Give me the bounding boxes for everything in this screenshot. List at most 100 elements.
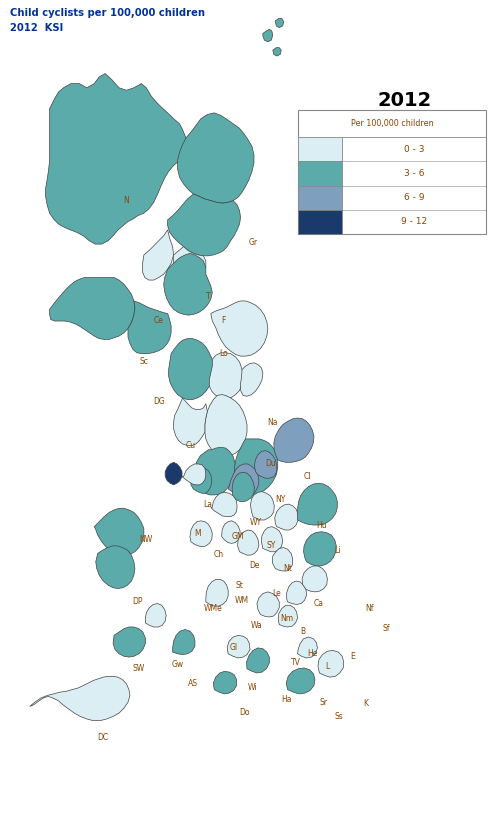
Polygon shape — [286, 668, 315, 694]
Text: Do: Do — [239, 708, 249, 716]
Text: Sc: Sc — [139, 358, 148, 366]
Polygon shape — [206, 579, 228, 606]
Text: Per 100,000 children: Per 100,000 children — [351, 120, 433, 128]
Polygon shape — [250, 492, 274, 520]
Text: 6 - 9: 6 - 9 — [404, 193, 425, 202]
Text: TV: TV — [291, 658, 301, 666]
Polygon shape — [304, 532, 336, 566]
Text: Ch: Ch — [213, 550, 223, 558]
Text: Wa: Wa — [250, 621, 262, 630]
Text: SW: SW — [133, 665, 145, 673]
Text: K: K — [364, 700, 369, 708]
Polygon shape — [235, 439, 278, 495]
Polygon shape — [263, 29, 273, 42]
Text: Gr: Gr — [248, 238, 257, 247]
Text: He: He — [308, 650, 317, 658]
Text: WMe: WMe — [204, 604, 223, 613]
Polygon shape — [168, 194, 241, 256]
Text: Nf: Nf — [365, 604, 374, 613]
Polygon shape — [272, 548, 293, 571]
Text: 9 - 12: 9 - 12 — [401, 217, 427, 227]
Text: WY: WY — [249, 518, 261, 527]
Bar — [298, 186, 342, 210]
Text: L: L — [325, 662, 329, 670]
Polygon shape — [211, 492, 237, 517]
Text: GM: GM — [232, 533, 245, 541]
Polygon shape — [46, 74, 187, 244]
Text: Sr: Sr — [319, 698, 327, 706]
Text: Le: Le — [272, 589, 281, 598]
Polygon shape — [113, 627, 145, 657]
Bar — [298, 137, 342, 161]
Polygon shape — [178, 113, 254, 203]
Text: DG: DG — [153, 397, 165, 405]
Text: Hu: Hu — [316, 521, 327, 529]
Polygon shape — [174, 247, 206, 282]
FancyBboxPatch shape — [298, 110, 486, 234]
Bar — [298, 161, 342, 186]
Polygon shape — [257, 592, 279, 617]
Polygon shape — [261, 527, 283, 552]
Text: Ce: Ce — [154, 316, 164, 324]
Text: AS: AS — [187, 679, 197, 687]
Text: Nt: Nt — [283, 564, 292, 573]
Polygon shape — [222, 521, 240, 543]
Polygon shape — [164, 253, 212, 315]
Text: St: St — [235, 581, 243, 589]
Text: NY: NY — [275, 496, 285, 504]
Polygon shape — [275, 18, 284, 28]
Text: Na: Na — [267, 418, 278, 426]
Polygon shape — [128, 301, 171, 354]
Text: Sf: Sf — [382, 624, 390, 633]
Polygon shape — [247, 648, 269, 673]
Polygon shape — [287, 581, 307, 604]
Polygon shape — [232, 472, 254, 502]
Text: Cu: Cu — [186, 441, 196, 450]
Polygon shape — [213, 671, 237, 694]
Text: La: La — [203, 500, 212, 508]
Bar — [298, 210, 342, 234]
Polygon shape — [274, 418, 314, 462]
Polygon shape — [205, 395, 247, 456]
Text: Child cyclists per 100,000 children: Child cyclists per 100,000 children — [10, 8, 205, 18]
Polygon shape — [211, 301, 268, 356]
Polygon shape — [227, 635, 250, 658]
Text: Ha: Ha — [281, 696, 292, 704]
Text: Du: Du — [265, 460, 276, 468]
Polygon shape — [241, 363, 263, 396]
Text: Cl: Cl — [304, 472, 311, 481]
Polygon shape — [298, 483, 337, 525]
Text: SY: SY — [267, 542, 276, 550]
Text: 0 - 3: 0 - 3 — [404, 145, 425, 154]
Polygon shape — [174, 398, 207, 446]
Polygon shape — [145, 604, 166, 627]
Text: 2012  KSI: 2012 KSI — [10, 23, 63, 33]
Text: Wi: Wi — [248, 683, 258, 691]
Text: DC: DC — [98, 733, 109, 742]
Text: N: N — [124, 196, 129, 205]
Polygon shape — [191, 467, 212, 493]
Polygon shape — [190, 521, 212, 547]
Text: Li: Li — [334, 546, 341, 554]
Polygon shape — [254, 451, 277, 478]
Polygon shape — [169, 339, 213, 400]
Polygon shape — [302, 566, 327, 592]
Text: De: De — [249, 562, 260, 570]
Polygon shape — [298, 637, 317, 658]
Text: E: E — [350, 652, 355, 660]
Text: Gl: Gl — [230, 644, 238, 652]
Polygon shape — [228, 464, 259, 497]
Text: NW: NW — [140, 535, 153, 543]
Polygon shape — [165, 462, 182, 485]
Text: T: T — [206, 293, 211, 301]
Polygon shape — [273, 48, 281, 56]
Text: WM: WM — [235, 596, 249, 604]
Polygon shape — [193, 447, 236, 495]
Text: F: F — [221, 316, 225, 324]
Polygon shape — [94, 508, 144, 555]
Polygon shape — [96, 546, 135, 589]
Text: Ss: Ss — [334, 712, 343, 721]
Polygon shape — [318, 650, 344, 677]
Polygon shape — [50, 278, 135, 339]
Text: Ca: Ca — [314, 599, 324, 608]
